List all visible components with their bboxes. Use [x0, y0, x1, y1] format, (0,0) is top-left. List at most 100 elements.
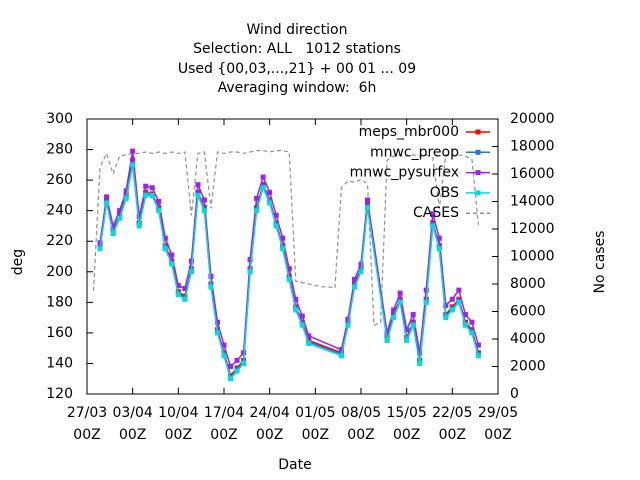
point — [188, 258, 194, 264]
point — [280, 246, 286, 252]
legend-label: mnwc_pysurfex — [350, 165, 459, 181]
point — [162, 235, 168, 241]
point — [254, 195, 260, 201]
point — [397, 299, 403, 305]
point — [156, 199, 162, 204]
point — [469, 319, 475, 325]
chart-subtitle: Averaging window: 6h — [218, 80, 377, 96]
point — [208, 284, 214, 290]
y2-tick-label: 14000 — [510, 194, 555, 210]
y-tick-label: 200 — [46, 264, 73, 280]
x-tick-label: 01/05 00Z — [295, 405, 336, 443]
point — [299, 322, 305, 328]
y2-tick-label: 6000 — [510, 304, 546, 320]
legend-marker — [475, 190, 481, 196]
point — [365, 197, 371, 203]
x-tick-label: 22/05 00Z — [432, 405, 473, 443]
point — [188, 269, 194, 275]
point — [260, 185, 266, 191]
y2-tick-label: 4000 — [510, 331, 546, 347]
point — [293, 296, 299, 302]
point — [214, 319, 220, 325]
point — [247, 257, 253, 263]
point — [169, 252, 175, 258]
y2-tick-label: 8000 — [510, 276, 546, 292]
y-tick-label: 160 — [46, 325, 73, 341]
point — [267, 200, 273, 206]
y2-tick-label: 20000 — [510, 111, 555, 127]
point — [475, 353, 481, 359]
y2-tick-label: 12000 — [510, 221, 555, 237]
point — [306, 341, 312, 347]
y-tick-label: 220 — [46, 233, 73, 249]
y-tick-label: 260 — [46, 172, 73, 188]
x-axis-label: Date — [278, 457, 311, 473]
point — [110, 231, 116, 237]
point — [149, 192, 155, 198]
point — [299, 313, 305, 319]
point — [384, 338, 390, 344]
point — [410, 322, 416, 328]
point — [417, 350, 423, 356]
point — [338, 347, 344, 353]
y-tick-label: 140 — [46, 355, 73, 371]
point — [443, 315, 449, 321]
point — [208, 273, 214, 279]
point — [351, 284, 357, 290]
point — [143, 183, 149, 189]
legend-label: OBS — [430, 185, 459, 201]
point — [136, 214, 142, 220]
y-tick-label: 300 — [46, 111, 73, 127]
point — [391, 307, 397, 313]
point — [162, 246, 168, 252]
point — [175, 292, 181, 298]
point — [241, 350, 247, 356]
point — [104, 200, 110, 206]
point — [417, 360, 423, 366]
point — [143, 192, 149, 198]
chart-subtitle: Used {00,03,...,21} + 00 01 ... 09 — [178, 61, 416, 77]
point — [436, 246, 442, 252]
x-tick-label: 15/05 00Z — [386, 405, 427, 443]
point — [397, 290, 403, 296]
point — [338, 353, 344, 359]
point — [358, 269, 364, 275]
x-tick-label: 10/04 00Z — [158, 405, 199, 443]
point — [241, 360, 247, 366]
x-tick-label: 08/05 00Z — [340, 405, 382, 443]
point — [175, 283, 181, 289]
point — [136, 223, 142, 229]
series-line — [99, 150, 480, 368]
point — [169, 261, 175, 267]
point — [195, 182, 201, 188]
point — [462, 312, 468, 318]
y-tick-label: 180 — [46, 294, 73, 310]
x-tick-label: 03/04 00Z — [112, 405, 153, 443]
point — [469, 330, 475, 336]
point — [286, 266, 292, 272]
point — [117, 215, 123, 221]
point — [384, 330, 390, 336]
point — [443, 302, 449, 308]
point — [156, 208, 162, 214]
y2-tick-label: 0 — [510, 386, 519, 402]
point — [306, 333, 312, 339]
point — [195, 192, 201, 198]
point — [234, 357, 240, 363]
y2-tick-label: 10000 — [510, 249, 555, 265]
legend-label: meps_mbr000 — [359, 124, 459, 140]
point — [267, 189, 273, 195]
legend-label: mnwc_preop — [370, 144, 459, 160]
point — [404, 327, 410, 333]
point — [456, 287, 462, 293]
point — [201, 197, 207, 203]
point — [130, 148, 136, 154]
point — [254, 208, 260, 214]
point — [260, 174, 266, 180]
legend-marker — [475, 129, 481, 135]
point — [404, 338, 410, 344]
legend-label: CASES — [413, 205, 459, 221]
x-tick-label: 17/04 00Z — [203, 405, 245, 443]
